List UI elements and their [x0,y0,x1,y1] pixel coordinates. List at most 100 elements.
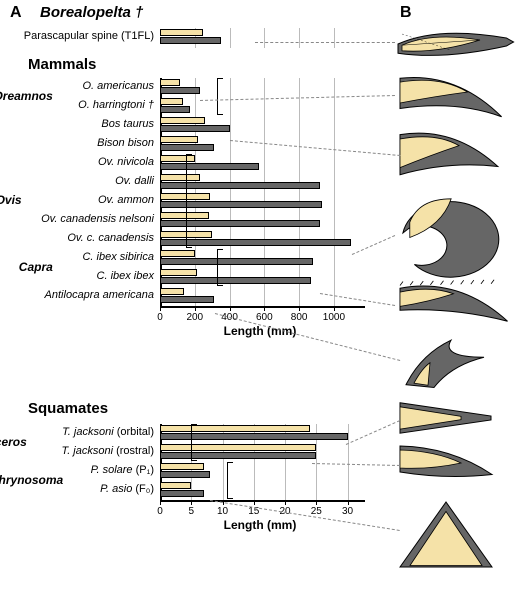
gridline [230,78,231,306]
x-tick [195,306,196,311]
bar-sheath [160,471,210,478]
bar-core [160,425,310,432]
bar-sheath [160,433,348,440]
trioceros-rostral-illustration [396,442,496,492]
capra-horn-illustration [396,280,511,335]
row-label: Bison bison [9,137,154,149]
bar-core [160,79,180,86]
bar-sheath [160,87,200,94]
bar-sheath [160,163,259,170]
gridline [348,424,349,500]
bar-core [160,463,204,470]
connector [255,42,395,43]
x-tick [316,500,317,505]
row-label: T. jacksoni (rostral) [9,445,154,457]
x-tick-label: 200 [186,312,203,323]
x-tick [334,306,335,311]
x-tick [348,500,349,505]
x-tick-label: 5 [188,506,194,517]
x-tick-label: 10 [217,506,228,517]
gridline [230,28,231,48]
squamates-plot: 051015202530Length (mm)T. jacksoni (orbi… [160,424,360,500]
bos-horn-illustration [396,128,501,183]
borealopelta-title: Borealopelta † [40,4,143,21]
bar-core [160,98,183,105]
mammals-plot: 02004006008001000Length (mm)O. americanu… [160,78,360,306]
bar-core [160,117,205,124]
genus-bracket [191,424,197,461]
x-tick [160,306,161,311]
bar-sheath [160,144,214,151]
x-tick-label: 0 [157,506,163,517]
bar-core [160,269,197,276]
gridline [299,28,300,48]
borealopelta-chart: Parascapular spine (T1FL) [10,28,370,52]
genus-label: Ovis [0,193,22,207]
row-label: Parascapular spine (T1FL) [9,30,154,42]
gridline [334,78,335,306]
bar-core [160,482,191,489]
figure-root: { "panels":{"A":"A","B":"B"}, "borealope… [0,0,525,600]
trioceros-orbital-illustration [396,398,496,438]
borealopelta-plot: Parascapular spine (T1FL) [160,28,360,48]
x-tick-label: 600 [256,312,273,323]
mammals-title: Mammals [28,56,96,73]
genus-label: Phrynosoma [0,473,63,487]
x-tick-label: 0 [157,312,163,323]
bar-sheath [160,106,190,113]
bar-core [160,444,316,451]
genus-bracket [217,249,223,286]
genus-bracket [227,462,233,499]
row-label: Ov. dalli [9,175,154,187]
x-tick-label: 800 [291,312,308,323]
bar-sheath [160,220,320,227]
x-tick [230,306,231,311]
bar-sheath [160,182,320,189]
bar-core [160,250,195,257]
genus-bracket [186,154,192,248]
bar-sheath [160,452,316,459]
phrynosoma-spike-illustration [396,498,496,573]
antilocapra-horn-illustration [396,338,496,393]
parascapular-spine-illustration [396,22,516,62]
squamates-chart: 051015202530Length (mm)T. jacksoni (orbi… [10,424,370,536]
squamates-title: Squamates [28,400,108,417]
x-tick [264,306,265,311]
gridline [334,28,335,48]
bar-sheath [160,296,214,303]
genus-label: Trioceros [0,435,27,449]
x-tick [254,500,255,505]
gridline [264,28,265,48]
mammals-chart: 02004006008001000Length (mm)O. americanu… [10,78,370,342]
row-label: Ov. nivicola [9,156,154,168]
genus-label: Oreamnos [0,89,53,103]
bar-core [160,136,198,143]
genus-label: Capra [19,260,53,274]
gridline [299,78,300,306]
oreamnos-horn-illustration [396,70,506,125]
row-label: Ov. ammon [9,194,154,206]
row-label: Ov. c. canadensis [9,232,154,244]
bar-sheath [160,258,313,265]
x-tick [191,500,192,505]
bar-core [160,29,203,36]
x-tick-label: 1000 [323,312,345,323]
ovis-horn-illustration [396,188,511,278]
x-tick [299,306,300,311]
row-label: Bos taurus [9,118,154,130]
panel-B-label: B [400,4,412,22]
x-tick [285,500,286,505]
bar-sheath [160,201,322,208]
bar-sheath [160,277,311,284]
bar-core [160,212,209,219]
row-label: Antilocapra americana [9,289,154,301]
x-axis-title: Length (mm) [160,324,360,338]
bar-sheath [160,490,204,497]
bar-core [160,174,200,181]
bar-core [160,288,184,295]
genus-bracket [217,78,223,115]
row-label: Ov. canadensis nelsoni [9,213,154,225]
row-label: T. jacksoni (orbital) [9,426,154,438]
x-tick-label: 30 [342,506,353,517]
bar-sheath [160,37,221,44]
